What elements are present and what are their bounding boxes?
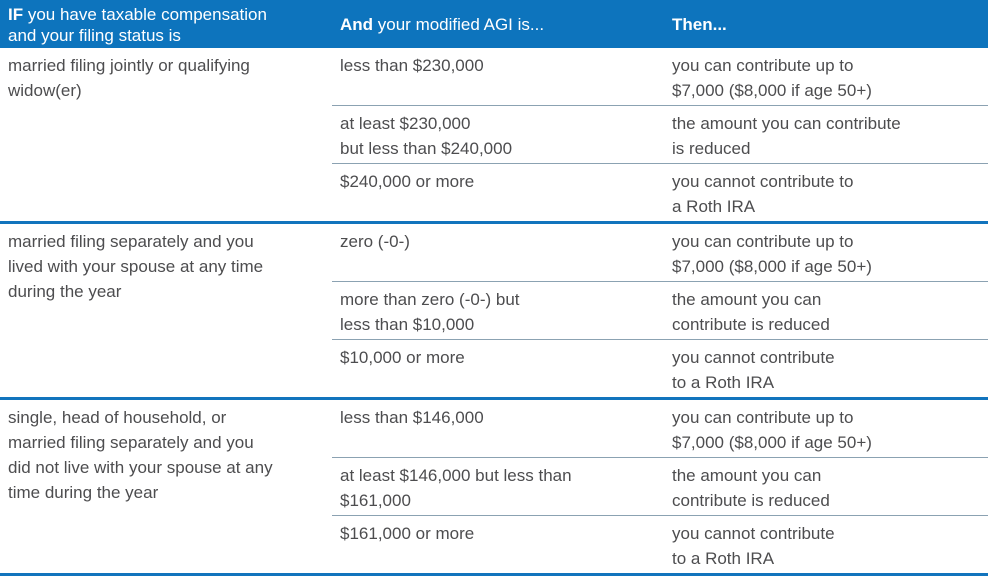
table-row: zero (-0-) you can contribute up to $7,0… [332, 224, 988, 281]
filing-status-cell: married filing separately and you lived … [8, 232, 264, 301]
filing-status-header-bold: IF [8, 5, 24, 24]
table-row: less than $230,000 you can contribute up… [332, 48, 988, 105]
agi-header-text: your modified AGI is... [373, 14, 545, 34]
filing-status-header: IF you have taxable compensation and you… [0, 0, 332, 48]
agi-range-cell: less than $230,000 [340, 56, 484, 75]
agi-range-cell: less than $146,000 [340, 408, 484, 427]
agi-range-cell: $161,000 or more [340, 524, 475, 543]
table-row: $10,000 or more you cannot contribute to… [332, 339, 988, 397]
contribution-result-cell: you cannot contribute to a Roth IRA [672, 524, 835, 568]
agi-range-cell: at least $230,000 but less than $240,000 [340, 114, 513, 158]
contribution-result-cell: the amount you can contribute is reduced [672, 290, 830, 334]
agi-range-cell: at least $146,000 but less than $161,000 [340, 466, 572, 510]
table-row: at least $230,000 but less than $240,000… [332, 105, 988, 163]
group-rows: zero (-0-) you can contribute up to $7,0… [332, 224, 988, 397]
table-row: $161,000 or more you cannot contribute t… [332, 515, 988, 573]
table-row: more than zero (-0-) but less than $10,0… [332, 281, 988, 339]
contribution-result-cell: the amount you can contribute is reduced [672, 114, 901, 158]
table-row: at least $146,000 but less than $161,000… [332, 457, 988, 515]
filing-status-group-single-hoh: single, head of household, or married fi… [0, 400, 988, 576]
table-row: $240,000 or more you cannot contribute t… [332, 163, 988, 221]
then-header: Then... [664, 0, 988, 48]
contribution-result-cell: you can contribute up to $7,000 ($8,000 … [672, 408, 872, 452]
contribution-result-cell: you cannot contribute to a Roth IRA [672, 172, 854, 216]
contribution-result-cell: you can contribute up to $7,000 ($8,000 … [672, 56, 872, 100]
contribution-result-cell: you cannot contribute to a Roth IRA [672, 348, 835, 392]
filing-status-cell: single, head of household, or married fi… [8, 408, 273, 502]
table-row: less than $146,000 you can contribute up… [332, 400, 988, 457]
filing-status-group-married-separately-lived-with-spouse: married filing separately and you lived … [0, 224, 988, 400]
agi-range-cell: $10,000 or more [340, 348, 465, 367]
agi-header: And your modified AGI is... [332, 0, 664, 48]
agi-range-cell: zero (-0-) [340, 232, 410, 251]
group-rows: less than $146,000 you can contribute up… [332, 400, 988, 573]
agi-header-bold: And [340, 14, 374, 34]
filing-status-header-text: you have taxable compensation and your f… [8, 5, 267, 45]
contribution-result-cell: you can contribute up to $7,000 ($8,000 … [672, 232, 872, 276]
filing-status-group-married-jointly: married filing jointly or qualifying wid… [0, 48, 988, 224]
agi-range-cell: more than zero (-0-) but less than $10,0… [340, 290, 520, 334]
group-rows: less than $230,000 you can contribute up… [332, 48, 988, 221]
filing-status-cell: married filing jointly or qualifying wid… [8, 56, 250, 100]
table-header-row: IF you have taxable compensation and you… [0, 0, 988, 48]
then-header-bold: Then... [672, 14, 727, 34]
contribution-result-cell: the amount you can contribute is reduced [672, 466, 830, 510]
agi-range-cell: $240,000 or more [340, 172, 475, 191]
